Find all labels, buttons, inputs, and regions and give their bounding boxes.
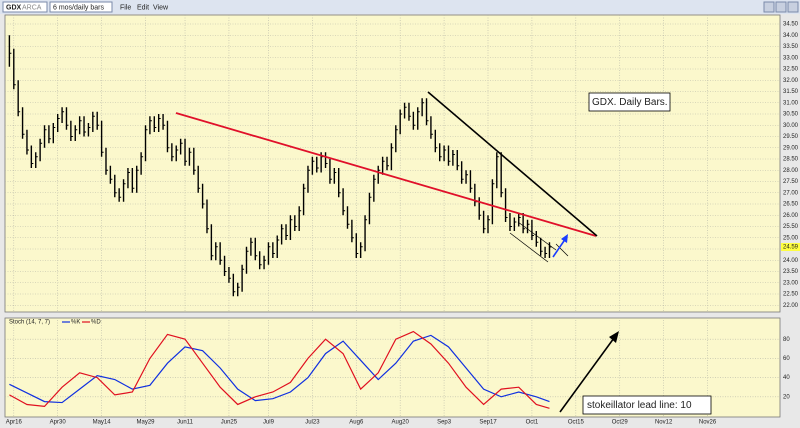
x-tick-label: Jun11 bbox=[177, 420, 194, 426]
y-tick-label: 31.00 bbox=[783, 100, 799, 106]
x-mark bbox=[555, 243, 569, 257]
annotation: GDX. Daily Bars. bbox=[592, 97, 668, 108]
y-tick-label: 26.50 bbox=[783, 202, 799, 208]
y-tick-label: 32.00 bbox=[783, 78, 799, 84]
period[interactable]: 6 mos/daily bars bbox=[53, 4, 104, 11]
stoch-title: Stoch (14, 7, 7) bbox=[9, 320, 50, 326]
y-tick-label: 31.50 bbox=[783, 89, 799, 95]
annotation-box bbox=[582, 395, 712, 415]
stoch-line bbox=[9, 334, 550, 404]
x-tick-label: May14 bbox=[93, 420, 112, 426]
y-tick-label: 30.00 bbox=[783, 123, 799, 129]
y-tick-label: 23.00 bbox=[783, 280, 799, 286]
x-tick-label: Jun25 bbox=[221, 420, 238, 426]
blue-arrow-head bbox=[561, 234, 568, 243]
y-tick-label: 29.00 bbox=[783, 145, 799, 151]
x-tick-label: Aug20 bbox=[392, 420, 410, 426]
x-tick-label: May29 bbox=[137, 420, 156, 426]
y-tick-label: 22.50 bbox=[783, 292, 799, 298]
x-tick-label: Apr30 bbox=[50, 420, 67, 426]
y-tick-label: 23.50 bbox=[783, 269, 799, 275]
symbol[interactable]: GDX bbox=[6, 4, 22, 11]
blue-arrow bbox=[552, 237, 567, 258]
y-tick-label: 24.00 bbox=[783, 258, 799, 264]
x-tick-label: Aug6 bbox=[349, 420, 364, 426]
y-tick-label: 28.50 bbox=[783, 157, 799, 163]
price-panel bbox=[4, 14, 781, 313]
x-tick-label: Sep17 bbox=[479, 420, 497, 426]
period-box[interactable] bbox=[49, 1, 113, 13]
arrow-head bbox=[609, 331, 619, 343]
y-tick-label: 30.50 bbox=[783, 112, 799, 118]
legend-label: %D bbox=[91, 320, 101, 326]
x-tick-label: Oct1 bbox=[526, 420, 539, 426]
x-tick-label: Apr16 bbox=[6, 420, 23, 426]
y-tick-label: 22.00 bbox=[783, 303, 799, 309]
button-close[interactable] bbox=[787, 1, 799, 13]
symbol-box[interactable] bbox=[2, 1, 48, 13]
y-tick-label: 25.50 bbox=[783, 224, 799, 230]
x-tick-label: Jul9 bbox=[263, 420, 275, 426]
y-tick-label: 34.50 bbox=[783, 22, 799, 28]
menu-edit[interactable]: Edit bbox=[137, 4, 149, 11]
x-tick-label: Sep3 bbox=[437, 420, 452, 426]
x-tick-label: Oct15 bbox=[568, 420, 585, 426]
y-tick-label: 32.50 bbox=[783, 67, 799, 73]
annotation: stokeillator lead line: 10 bbox=[587, 400, 692, 411]
stoch-line bbox=[9, 330, 550, 409]
channel-line bbox=[517, 221, 557, 251]
x-tick-label: Oct29 bbox=[612, 420, 629, 426]
black-trendline bbox=[427, 91, 598, 237]
x-tick-label: Nov12 bbox=[655, 420, 673, 426]
y-tick-label: 80 bbox=[783, 337, 790, 343]
y-tick-label: 60 bbox=[783, 356, 790, 362]
x-tick-label: Nov26 bbox=[699, 420, 717, 426]
y-tick-label: 20 bbox=[783, 394, 790, 400]
button-max[interactable] bbox=[775, 1, 787, 13]
y-tick-label: 26.00 bbox=[783, 213, 799, 219]
last-price-label: 24.59 bbox=[783, 245, 799, 251]
red-trendline bbox=[175, 112, 597, 237]
y-tick-label: 33.50 bbox=[783, 44, 799, 50]
y-tick-label: 40 bbox=[783, 375, 790, 381]
exchange: ARCA bbox=[22, 4, 42, 11]
y-tick-label: 27.50 bbox=[783, 179, 799, 185]
y-tick-label: 27.00 bbox=[783, 190, 799, 196]
y-tick-label: 25.00 bbox=[783, 235, 799, 241]
y-tick-label: 29.50 bbox=[783, 134, 799, 140]
channel-line bbox=[509, 232, 549, 263]
plot-layer: 22.0022.5023.0023.5024.0024.5025.0025.50… bbox=[5, 15, 800, 426]
last-price-tag bbox=[781, 242, 800, 251]
button-min[interactable] bbox=[763, 1, 775, 13]
y-tick-label: 34.00 bbox=[783, 33, 799, 39]
x-tick-label: Jul23 bbox=[305, 420, 320, 426]
toolbar bbox=[0, 0, 800, 14]
arrow bbox=[559, 337, 615, 413]
legend-label: %K bbox=[71, 320, 80, 326]
menu-file[interactable]: File bbox=[120, 4, 131, 11]
annotation-box bbox=[588, 92, 671, 112]
menu-view[interactable]: View bbox=[153, 4, 169, 11]
y-tick-label: 33.00 bbox=[783, 55, 799, 61]
y-tick-label: 28.00 bbox=[783, 168, 799, 174]
